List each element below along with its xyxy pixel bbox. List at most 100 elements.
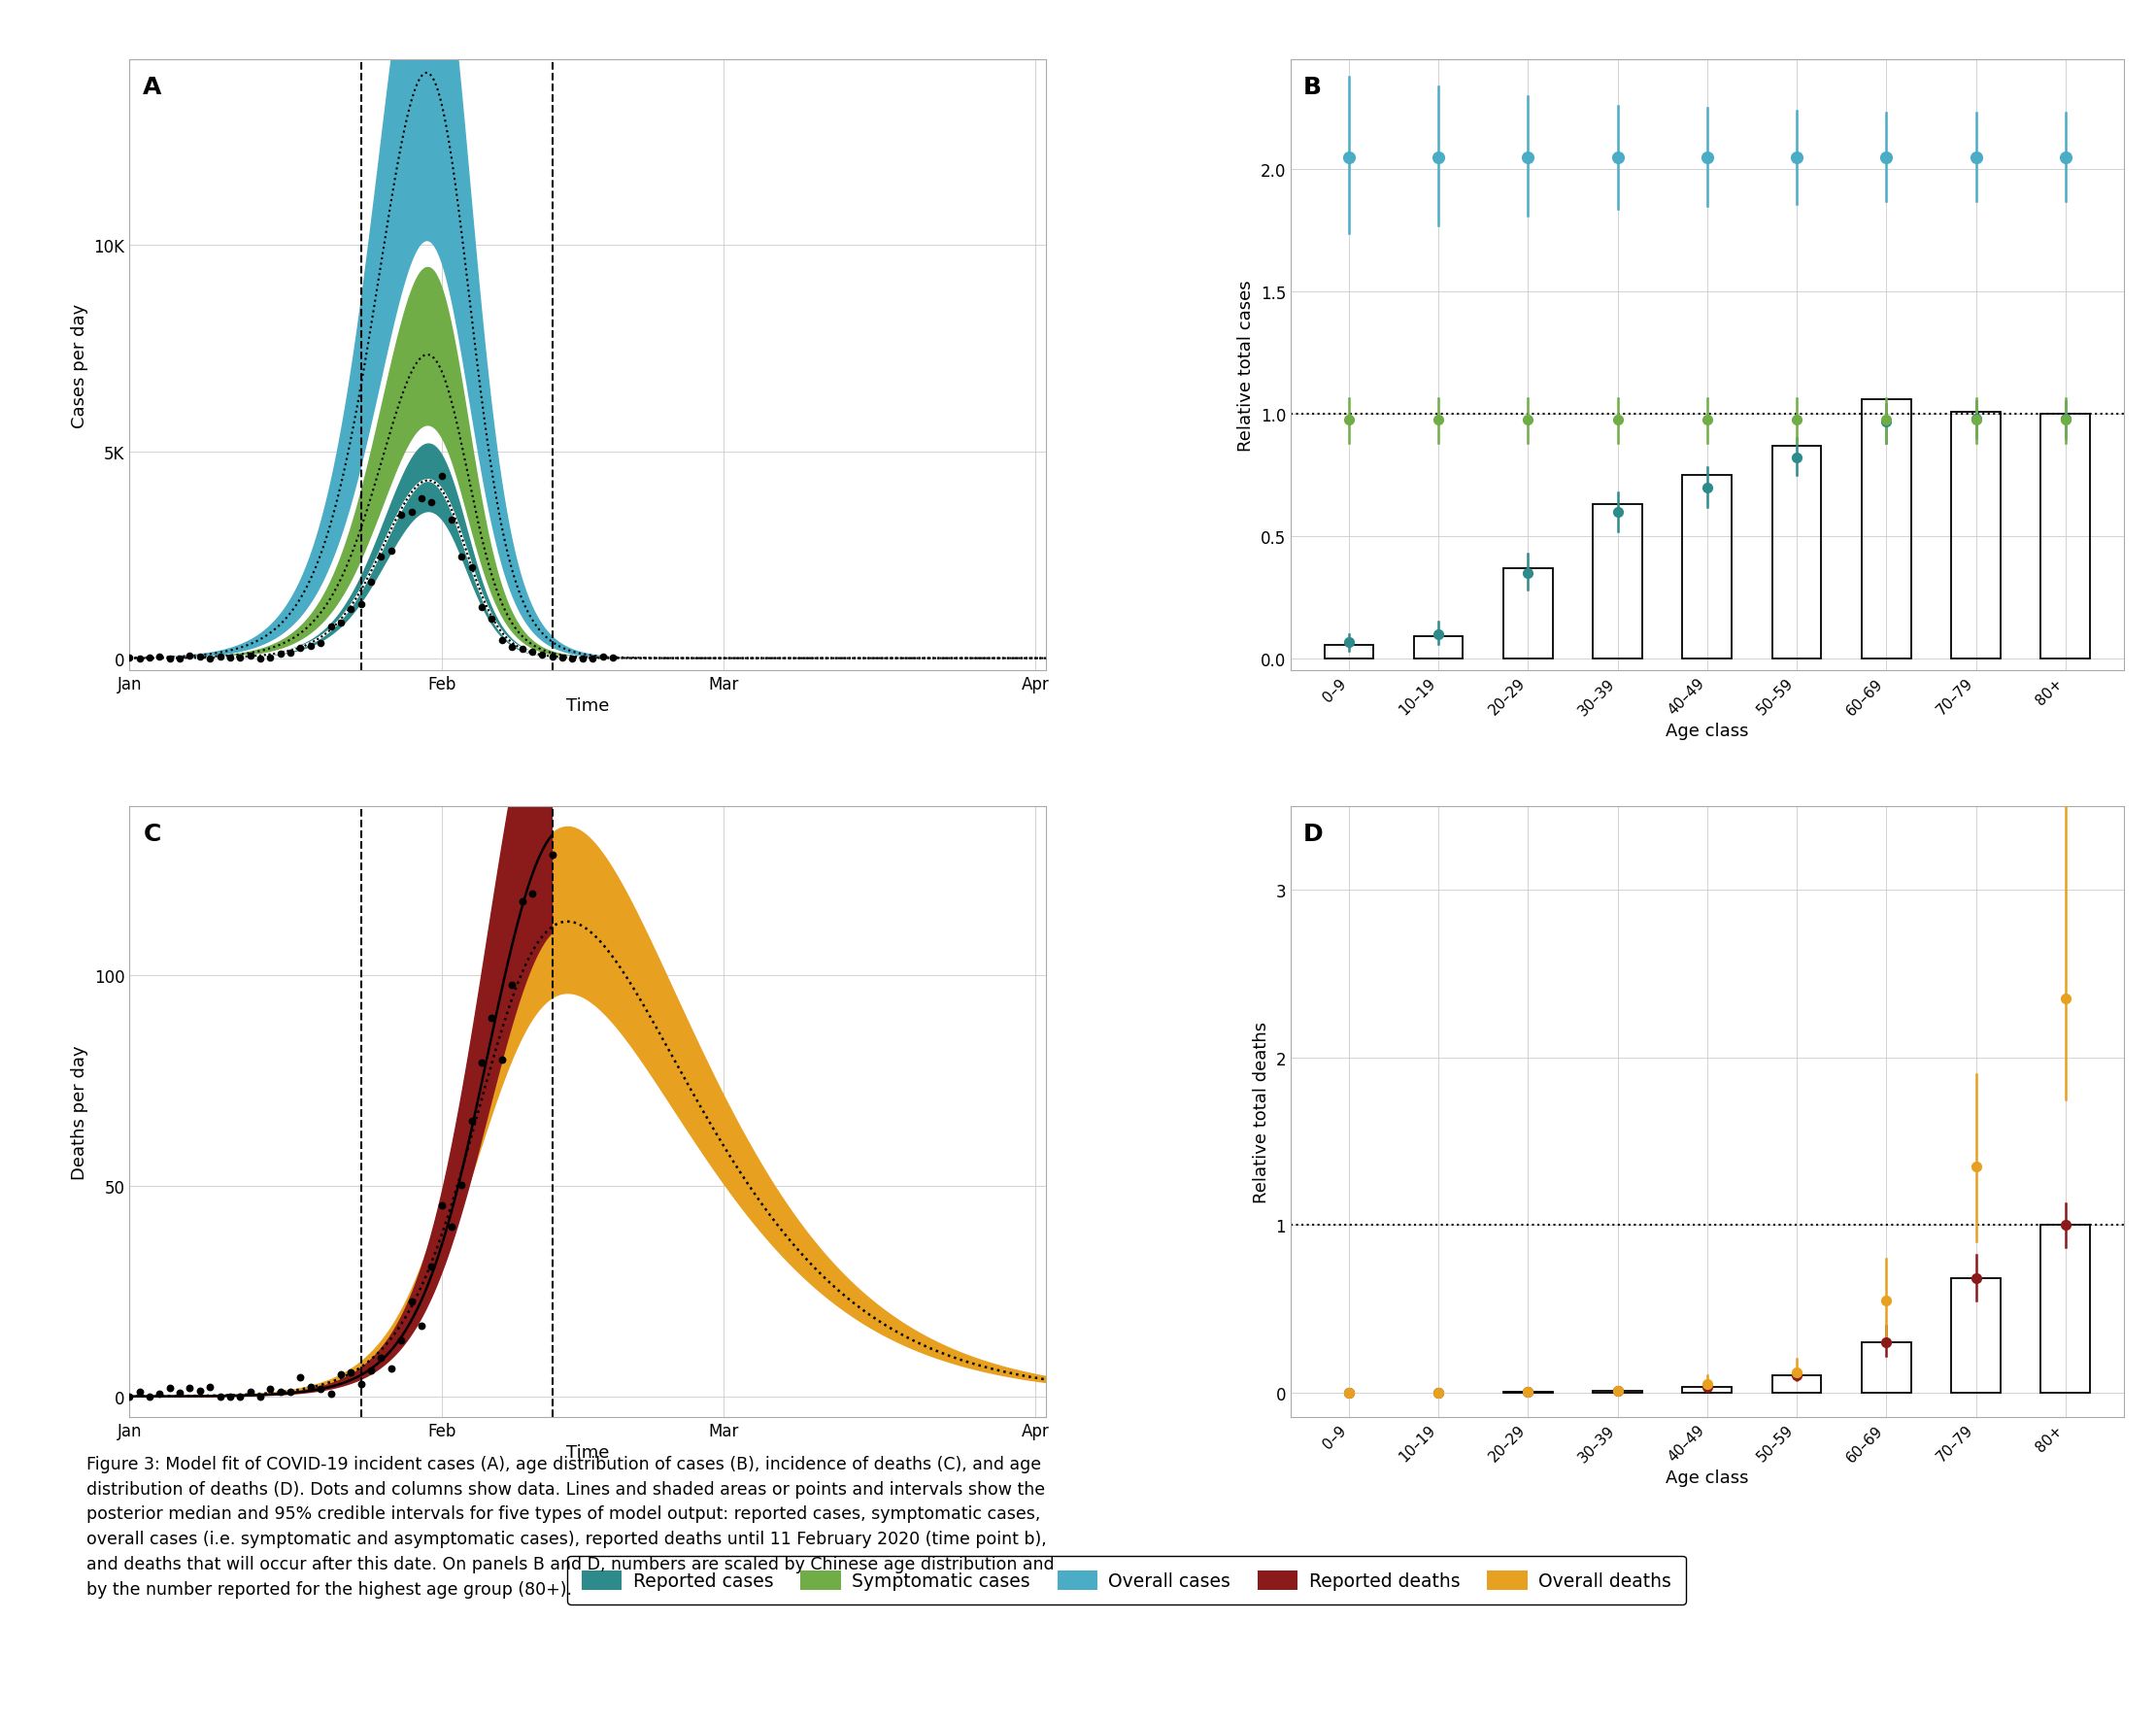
Point bbox=[455, 554, 489, 582]
Point bbox=[213, 1383, 248, 1410]
Point bbox=[425, 1192, 459, 1219]
Legend: Reported cases, Symptomatic cases, Overall cases, Reported deaths, Overall death: Reported cases, Symptomatic cases, Overa… bbox=[567, 1555, 1686, 1605]
Point bbox=[132, 1383, 166, 1410]
Point bbox=[323, 610, 358, 637]
Bar bbox=[1414, 637, 1464, 660]
Point bbox=[505, 889, 539, 916]
Y-axis label: Relative total deaths: Relative total deaths bbox=[1253, 1021, 1270, 1204]
Point bbox=[1779, 444, 1813, 472]
Point bbox=[515, 880, 550, 907]
Y-axis label: Relative total cases: Relative total cases bbox=[1238, 281, 1255, 451]
Point bbox=[313, 1381, 347, 1409]
Point bbox=[1421, 1379, 1455, 1407]
Point bbox=[203, 644, 237, 672]
Point bbox=[1958, 1266, 1992, 1293]
Point bbox=[524, 642, 558, 670]
Point bbox=[183, 1378, 218, 1405]
Point bbox=[464, 1049, 498, 1076]
Point bbox=[1421, 620, 1455, 647]
Text: D: D bbox=[1302, 821, 1324, 846]
Point bbox=[444, 542, 479, 570]
Point bbox=[1869, 408, 1904, 436]
Point bbox=[576, 646, 610, 673]
Point bbox=[545, 644, 580, 672]
Point bbox=[474, 1004, 509, 1031]
Point bbox=[132, 644, 166, 672]
Point bbox=[1690, 474, 1725, 501]
Point bbox=[313, 613, 347, 641]
Point bbox=[2048, 406, 2083, 434]
Y-axis label: Deaths per day: Deaths per day bbox=[71, 1045, 88, 1180]
Point bbox=[142, 642, 177, 670]
Point bbox=[222, 644, 257, 672]
Point bbox=[334, 596, 369, 623]
Point bbox=[403, 1312, 438, 1340]
Point bbox=[586, 644, 621, 672]
Point bbox=[1511, 145, 1546, 172]
Point bbox=[244, 646, 278, 673]
Point bbox=[1421, 145, 1455, 172]
Point bbox=[293, 1372, 328, 1400]
Point bbox=[395, 499, 429, 527]
Point bbox=[595, 644, 630, 672]
Point bbox=[403, 486, 438, 513]
Y-axis label: Cases per day: Cases per day bbox=[71, 303, 88, 429]
Point bbox=[222, 1383, 257, 1410]
Point bbox=[244, 1383, 278, 1410]
Bar bbox=[2042, 1224, 2089, 1393]
Point bbox=[153, 1374, 188, 1402]
Point bbox=[334, 1359, 369, 1386]
X-axis label: Age class: Age class bbox=[1667, 1469, 1749, 1486]
Point bbox=[414, 1254, 448, 1281]
Point bbox=[123, 1378, 157, 1405]
Point bbox=[1332, 145, 1367, 172]
Point bbox=[433, 1214, 468, 1242]
Text: Figure 3: Model fit of COVID-19 incident cases (A), age distribution of cases (B: Figure 3: Model fit of COVID-19 incident… bbox=[86, 1455, 1054, 1598]
Point bbox=[535, 644, 569, 672]
Point bbox=[162, 646, 196, 673]
Point bbox=[274, 639, 308, 666]
Point bbox=[1869, 1328, 1904, 1355]
Point bbox=[354, 1357, 388, 1384]
Point bbox=[203, 1383, 237, 1410]
Point bbox=[142, 1379, 177, 1407]
X-axis label: Age class: Age class bbox=[1667, 722, 1749, 739]
Point bbox=[425, 463, 459, 491]
Bar bbox=[1324, 646, 1373, 660]
Point bbox=[1779, 406, 1813, 434]
Point bbox=[433, 506, 468, 534]
Bar bbox=[1861, 1341, 1910, 1393]
Point bbox=[343, 1371, 377, 1398]
Point bbox=[1690, 406, 1725, 434]
Point bbox=[1600, 1378, 1634, 1405]
Point bbox=[1511, 406, 1546, 434]
Point bbox=[282, 1364, 317, 1391]
Bar bbox=[2042, 415, 2089, 660]
Point bbox=[1690, 145, 1725, 172]
Bar bbox=[1951, 1279, 2001, 1393]
Point bbox=[1600, 145, 1634, 172]
Bar bbox=[1503, 568, 1552, 660]
Point bbox=[252, 1374, 287, 1402]
Point bbox=[485, 1047, 520, 1075]
Point bbox=[213, 644, 248, 672]
Point bbox=[474, 606, 509, 634]
Point bbox=[1332, 629, 1367, 656]
Bar bbox=[1951, 412, 2001, 660]
Text: C: C bbox=[142, 821, 162, 846]
Point bbox=[112, 1383, 147, 1410]
Point bbox=[252, 644, 287, 672]
X-axis label: Time: Time bbox=[567, 697, 610, 715]
Bar bbox=[1593, 505, 1643, 660]
Point bbox=[464, 594, 498, 622]
Point bbox=[414, 489, 448, 517]
Point bbox=[1690, 1374, 1725, 1402]
Point bbox=[1332, 406, 1367, 434]
Point bbox=[1332, 1379, 1367, 1407]
Point bbox=[304, 630, 338, 658]
Point bbox=[1600, 1378, 1634, 1405]
Point bbox=[373, 537, 407, 565]
Point bbox=[524, 768, 558, 796]
Point bbox=[153, 646, 188, 673]
Point bbox=[263, 641, 298, 668]
